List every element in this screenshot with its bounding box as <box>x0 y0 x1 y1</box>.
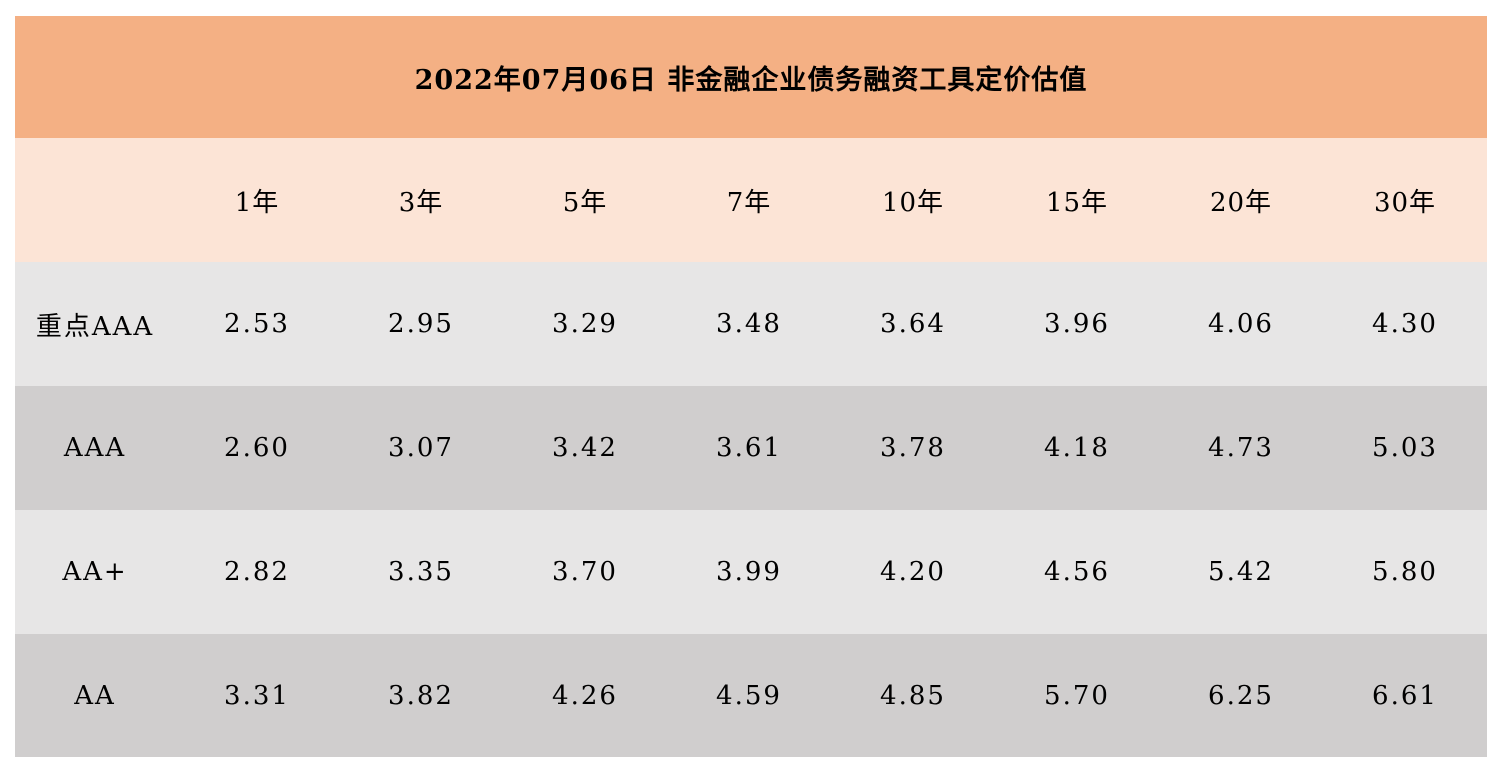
table-cell: 4.18 <box>1044 433 1110 463</box>
table-cell: 2.82 <box>224 557 290 587</box>
table-cell: 2.53 <box>224 309 290 339</box>
table-row-aaa: AAA 2.60 3.07 3.42 3.61 3.78 4.18 4.73 5… <box>15 386 1487 510</box>
table-cell: 4.30 <box>1372 309 1438 339</box>
row-label: AA+ <box>62 557 128 587</box>
table-cell: 5.70 <box>1044 680 1110 711</box>
table-cell: 4.26 <box>552 680 618 711</box>
table-cell: 3.61 <box>716 433 782 463</box>
table-cell: 3.31 <box>224 680 290 711</box>
table-cell: 3.78 <box>880 433 946 463</box>
table-cell: 5.42 <box>1208 557 1274 587</box>
table-cell: 3.35 <box>388 557 454 587</box>
table-cell: 3.42 <box>552 433 618 463</box>
header-cell-15y: 15年 <box>1045 187 1109 218</box>
table-title: 2022年07月06日 非金融企业债务融资工具定价估值 <box>15 16 1487 138</box>
table-cell: 5.03 <box>1372 433 1438 463</box>
table-cell: 6.25 <box>1208 680 1274 711</box>
table-cell: 3.48 <box>716 309 782 339</box>
header-cell-20y: 20年 <box>1209 187 1273 218</box>
row-label: AA <box>74 680 116 711</box>
header-row: 1年 3年 5年 7年 10年 15年 20年 30年 <box>15 138 1487 262</box>
table-cell: 4.56 <box>1044 557 1110 587</box>
header-cell-30y: 30年 <box>1373 187 1437 218</box>
table-cell: 5.80 <box>1372 557 1438 587</box>
table-cell: 4.73 <box>1208 433 1274 463</box>
table-cell: 3.96 <box>1044 309 1110 339</box>
header-cell-10y: 10年 <box>881 187 945 218</box>
header-cell-1y: 1年 <box>234 187 280 218</box>
header-cell-3y: 3年 <box>398 187 444 218</box>
table-cell: 4.59 <box>716 680 782 711</box>
table-cell: 3.64 <box>880 309 946 339</box>
table-cell: 4.20 <box>880 557 946 587</box>
table-cell: 3.07 <box>388 433 454 463</box>
header-cell-5y: 5年 <box>562 187 608 218</box>
table-cell: 4.06 <box>1208 309 1274 339</box>
table-cell: 2.60 <box>224 433 290 463</box>
table-cell: 6.61 <box>1372 680 1438 711</box>
table-cell: 4.85 <box>880 680 946 711</box>
row-label: 重点AAA <box>35 311 155 342</box>
table-cell: 3.99 <box>716 557 782 587</box>
table-cell: 3.29 <box>552 309 618 339</box>
row-label: AAA <box>63 433 127 463</box>
table-row-aa: AA 3.31 3.82 4.26 4.59 4.85 5.70 6.25 6.… <box>15 634 1487 757</box>
table-cell: 3.82 <box>388 680 454 711</box>
valuation-table: 2022年07月06日 非金融企业债务融资工具定价估值 1年 3年 5年 7年 … <box>15 16 1487 757</box>
table-cell: 2.95 <box>388 309 454 339</box>
table-row-key-aaa: 重点AAA 2.53 2.95 3.29 3.48 3.64 3.96 4.06… <box>15 262 1487 386</box>
header-cell-7y: 7年 <box>726 187 772 218</box>
table-row-aa-plus: AA+ 2.82 3.35 3.70 3.99 4.20 4.56 5.42 5… <box>15 510 1487 634</box>
table-cell: 3.70 <box>552 557 618 587</box>
